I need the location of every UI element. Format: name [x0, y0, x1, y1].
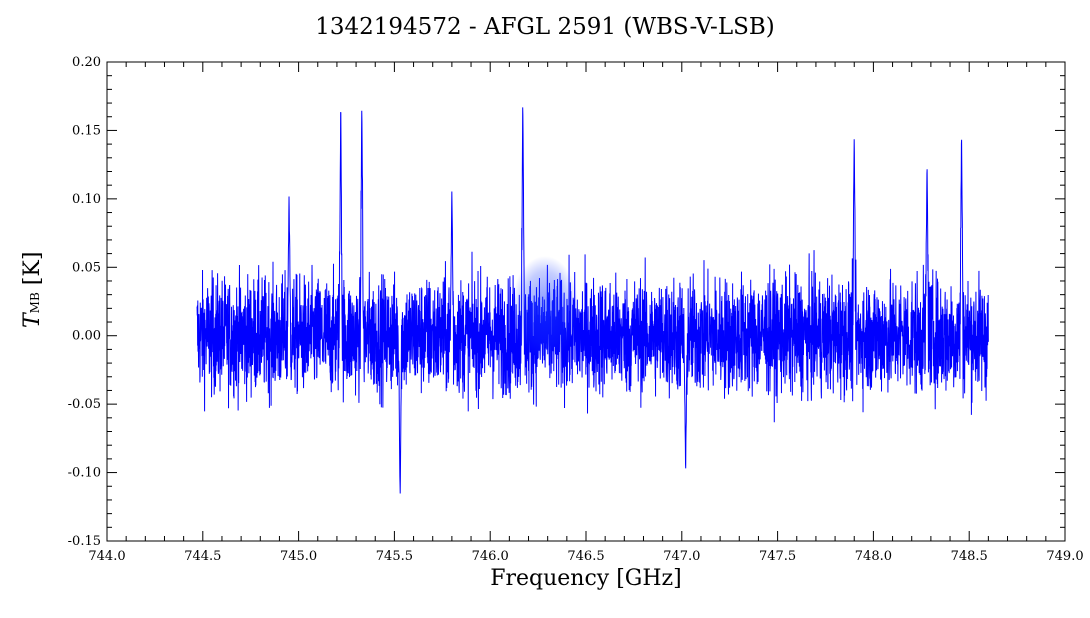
y-axis-subscript: MB — [28, 292, 42, 314]
y-tick-label: 0.20 — [72, 55, 101, 70]
y-tick-label: 0.15 — [72, 123, 101, 138]
x-tick-label: 744.0 — [88, 549, 125, 564]
x-axis-label: Frequency [GHz] — [490, 566, 682, 591]
data-layer — [196, 107, 989, 494]
y-axis-unit: [K] — [20, 251, 45, 286]
x-tick-label: 749.0 — [1046, 549, 1083, 564]
x-tick-label: 748.5 — [951, 549, 988, 564]
y-tick-label: -0.05 — [68, 397, 101, 412]
watermark-logo — [511, 256, 579, 360]
y-axis-symbol: T — [20, 313, 45, 328]
x-tick-label: 747.0 — [663, 549, 700, 564]
x-tick-label: 746.0 — [472, 549, 509, 564]
x-tick-label: 746.5 — [567, 549, 604, 564]
x-tick-label: 744.5 — [184, 549, 221, 564]
y-tick-label: 0.00 — [72, 329, 101, 344]
x-tick-label: 748.0 — [855, 549, 892, 564]
chart-title: 1342194572 - AFGL 2591 (WBS-V-LSB) — [315, 14, 775, 40]
y-tick-label: 0.10 — [72, 192, 101, 207]
y-tick-label: -0.10 — [68, 466, 101, 481]
y-tick-label: -0.15 — [68, 534, 101, 549]
x-tick-label: 745.0 — [280, 549, 317, 564]
x-tick-label: 747.5 — [759, 549, 796, 564]
tick-layer: 744.0 744.5 745.0 745.5 746.0 746.5 747.0 747.5… — [68, 55, 1084, 564]
x-tick-label: 745.5 — [376, 549, 413, 564]
spectrum-line — [196, 107, 989, 494]
y-axis-label: TMB [K] — [20, 252, 60, 328]
y-tick-label: 0.05 — [72, 260, 101, 275]
